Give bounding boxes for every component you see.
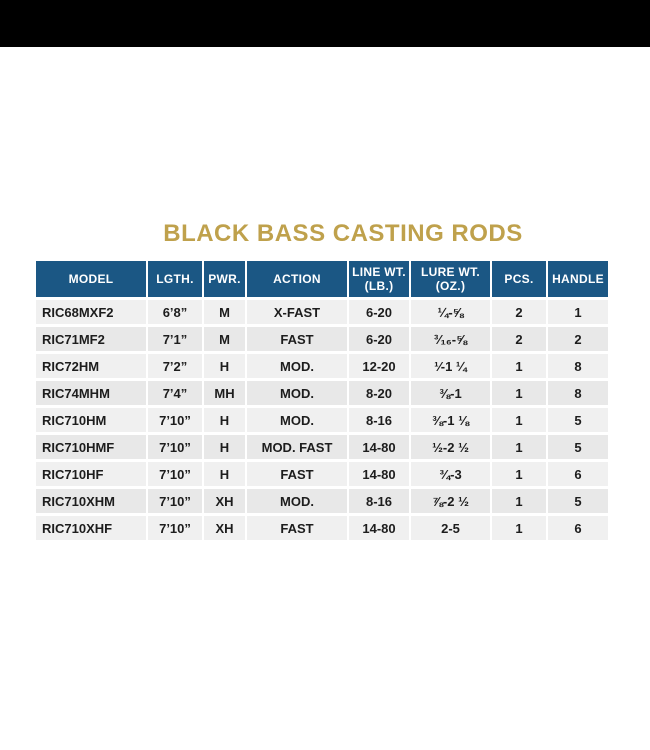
cell-line-wt: 8-16 bbox=[349, 489, 411, 513]
cell-pcs: 2 bbox=[492, 300, 548, 324]
header-cell-power: PWR. bbox=[204, 261, 247, 297]
cell-length: 6’8” bbox=[148, 300, 204, 324]
table-row: RIC71MF2 7’1” M FAST 6-20 ³⁄₁₆-⅝ 2 2 bbox=[36, 327, 608, 351]
header-cell-lure-wt: LURE WT. (OZ.) bbox=[411, 261, 492, 297]
cell-lure-wt: ⅜-1 bbox=[411, 381, 492, 405]
cell-line-wt: 12-20 bbox=[349, 354, 411, 378]
cell-length: 7’4” bbox=[148, 381, 204, 405]
cell-handle: 8 bbox=[548, 381, 608, 405]
cell-action: FAST bbox=[247, 327, 349, 351]
spec-table-head: MODEL LGTH. PWR. ACTION LINE WT. (LB.) LURE WT… bbox=[36, 261, 608, 297]
cell-pcs: 1 bbox=[492, 435, 548, 459]
cell-length: 7’10” bbox=[148, 516, 204, 540]
header-row: MODEL LGTH. PWR. ACTION LINE WT. (LB.) LURE WT… bbox=[36, 261, 608, 297]
cell-model: RIC710XHF bbox=[36, 516, 148, 540]
cell-power: M bbox=[204, 327, 247, 351]
cell-lure-wt: ¹⁄-1 ¼ bbox=[411, 354, 492, 378]
cell-handle: 6 bbox=[548, 516, 608, 540]
cell-length: 7’2” bbox=[148, 354, 204, 378]
cell-pcs: 1 bbox=[492, 408, 548, 432]
cell-power: XH bbox=[204, 516, 247, 540]
cell-line-wt: 8-20 bbox=[349, 381, 411, 405]
cell-action: FAST bbox=[247, 462, 349, 486]
cell-line-wt: 6-20 bbox=[349, 327, 411, 351]
header-cell-action: ACTION bbox=[247, 261, 349, 297]
header-cell-pcs: PCS. bbox=[492, 261, 548, 297]
header-cell-line-wt: LINE WT. (LB.) bbox=[349, 261, 411, 297]
cell-length: 7’10” bbox=[148, 489, 204, 513]
cell-lure-wt: ⅞-2 ½ bbox=[411, 489, 492, 513]
cell-lure-wt: ¾-3 bbox=[411, 462, 492, 486]
cell-power: M bbox=[204, 300, 247, 324]
cell-lure-wt: ³⁄₁₆-⅝ bbox=[411, 327, 492, 351]
cell-handle: 1 bbox=[548, 300, 608, 324]
cell-line-wt: 6-20 bbox=[349, 300, 411, 324]
cell-handle: 5 bbox=[548, 435, 608, 459]
cell-power: H bbox=[204, 462, 247, 486]
table-row: RIC710HF 7’10” H FAST 14-80 ¾-3 1 6 bbox=[36, 462, 608, 486]
cell-power: H bbox=[204, 408, 247, 432]
cell-length: 7’10” bbox=[148, 462, 204, 486]
cell-model: RIC710HMF bbox=[36, 435, 148, 459]
cell-model: RIC71MF2 bbox=[36, 327, 148, 351]
cell-model: RIC710XHM bbox=[36, 489, 148, 513]
cell-lure-wt: ⅜-1 ⅛ bbox=[411, 408, 492, 432]
cell-model: RIC710HF bbox=[36, 462, 148, 486]
cell-power: H bbox=[204, 435, 247, 459]
header-cell-length: LGTH. bbox=[148, 261, 204, 297]
casting-rods-spec-table: MODEL LGTH. PWR. ACTION LINE WT. (LB.) LURE WT… bbox=[36, 258, 608, 543]
cell-line-wt: 14-80 bbox=[349, 435, 411, 459]
cell-action: MOD. bbox=[247, 408, 349, 432]
cell-power: XH bbox=[204, 489, 247, 513]
cell-power: H bbox=[204, 354, 247, 378]
cell-pcs: 1 bbox=[492, 516, 548, 540]
cell-action: MOD. bbox=[247, 354, 349, 378]
cell-model: RIC74MHM bbox=[36, 381, 148, 405]
header-cell-handle: HANDLE bbox=[548, 261, 608, 297]
table-row: RIC710XHF 7’10” XH FAST 14-80 2-5 1 6 bbox=[36, 516, 608, 540]
cell-handle: 8 bbox=[548, 354, 608, 378]
cell-action: MOD. bbox=[247, 381, 349, 405]
cell-handle: 2 bbox=[548, 327, 608, 351]
spec-table-body: RIC68MXF2 6’8” M X-FAST 6-20 ¼-⅝ 2 1 RIC71MF2 7’1… bbox=[36, 300, 608, 540]
cell-line-wt: 14-80 bbox=[349, 516, 411, 540]
cell-action: FAST bbox=[247, 516, 349, 540]
cell-model: RIC72HM bbox=[36, 354, 148, 378]
cell-handle: 5 bbox=[548, 408, 608, 432]
cell-pcs: 1 bbox=[492, 354, 548, 378]
cell-power: MH bbox=[204, 381, 247, 405]
cell-pcs: 1 bbox=[492, 489, 548, 513]
cell-length: 7’10” bbox=[148, 408, 204, 432]
cell-pcs: 2 bbox=[492, 327, 548, 351]
cell-lure-wt: ½-2 ½ bbox=[411, 435, 492, 459]
cell-action: MOD. bbox=[247, 489, 349, 513]
cell-model: RIC710HM bbox=[36, 408, 148, 432]
cell-lure-wt: 2-5 bbox=[411, 516, 492, 540]
header-cell-model: MODEL bbox=[36, 261, 148, 297]
cell-handle: 6 bbox=[548, 462, 608, 486]
cell-length: 7’10” bbox=[148, 435, 204, 459]
page-title: BLACK BASS CASTING RODS bbox=[163, 220, 523, 247]
cell-line-wt: 8-16 bbox=[349, 408, 411, 432]
cell-action: MOD. FAST bbox=[247, 435, 349, 459]
cell-lure-wt: ¼-⅝ bbox=[411, 300, 492, 324]
top-banner-band bbox=[0, 0, 650, 47]
cell-pcs: 1 bbox=[492, 381, 548, 405]
table-row: RIC68MXF2 6’8” M X-FAST 6-20 ¼-⅝ 2 1 bbox=[36, 300, 608, 324]
cell-action: X-FAST bbox=[247, 300, 349, 324]
cell-length: 7’1” bbox=[148, 327, 204, 351]
cell-handle: 5 bbox=[548, 489, 608, 513]
cell-pcs: 1 bbox=[492, 462, 548, 486]
cell-model: RIC68MXF2 bbox=[36, 300, 148, 324]
cell-line-wt: 14-80 bbox=[349, 462, 411, 486]
table-row: RIC74MHM 7’4” MH MOD. 8-20 ⅜-1 1 8 bbox=[36, 381, 608, 405]
